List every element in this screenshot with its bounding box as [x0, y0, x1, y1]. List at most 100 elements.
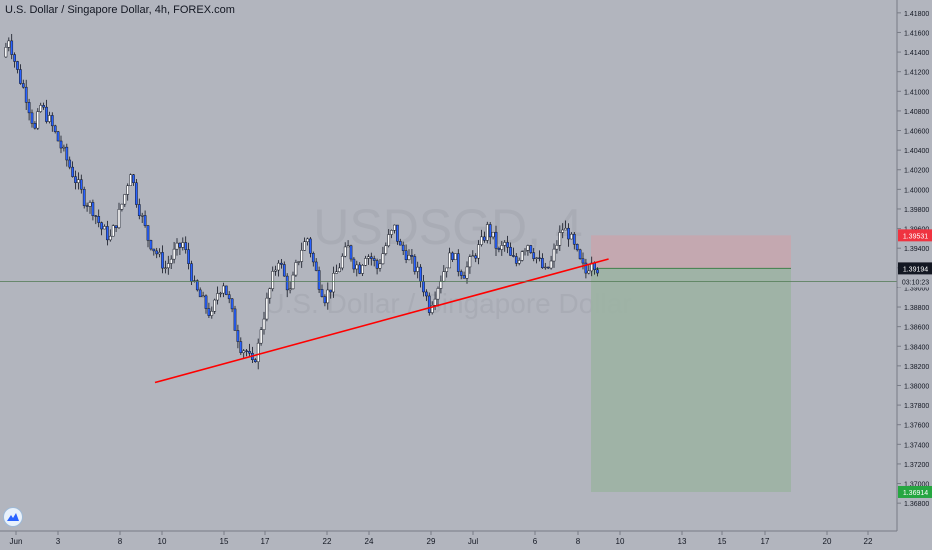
candle-down: [149, 240, 153, 250]
candle-up: [454, 253, 457, 260]
candle-down: [506, 242, 509, 248]
candle-up: [523, 250, 527, 252]
candle-down: [425, 291, 428, 297]
candle-up: [561, 229, 565, 233]
candle-down: [422, 280, 425, 293]
candle-up: [326, 289, 330, 304]
candle-up: [216, 293, 219, 301]
candle-up: [558, 232, 562, 246]
price-axis[interactable]: [897, 0, 932, 550]
y-tick-label: 1.37000: [904, 482, 929, 489]
watermark: USDSGD, 4U.S. Dollar / Singapore Dollar: [264, 199, 631, 319]
candle-up: [300, 250, 304, 262]
candle-down: [248, 351, 251, 354]
stop-loss-zone[interactable]: [591, 235, 791, 269]
candle-down: [198, 289, 202, 298]
trendline[interactable]: [154, 258, 609, 384]
stop-loss-label: 1.39531: [903, 233, 928, 240]
candle-up: [343, 246, 347, 257]
x-tick-label: 29: [427, 537, 436, 546]
candle-down: [50, 115, 54, 127]
candle-down: [230, 298, 234, 310]
candle-down: [65, 146, 69, 161]
candle-up: [355, 264, 359, 270]
candle-down: [59, 140, 63, 149]
candle-down: [42, 105, 45, 108]
candle-up: [268, 288, 272, 299]
candle-up: [262, 318, 266, 330]
current-price-label: 1.39194: [903, 266, 928, 273]
candle-up: [381, 253, 385, 265]
candle-up: [517, 260, 521, 264]
candle-down: [33, 123, 37, 129]
y-tick-label: 1.40400: [904, 148, 929, 155]
candle-down: [372, 258, 376, 261]
candle-up: [274, 269, 277, 272]
candle-down: [178, 242, 182, 248]
candle-up: [485, 224, 489, 241]
candle-down: [143, 215, 147, 226]
candle-down: [13, 54, 16, 62]
candle-up: [445, 267, 449, 272]
x-tick-label: 17: [261, 537, 270, 546]
candle-up: [346, 245, 350, 248]
candle-up: [288, 288, 292, 291]
candle-down: [146, 225, 150, 241]
candle-up: [117, 209, 121, 229]
candle-down: [323, 296, 327, 304]
x-tick-label: 20: [823, 537, 832, 546]
candle-up: [390, 230, 393, 235]
countdown-label-bg: [898, 275, 932, 288]
candle-down: [581, 258, 585, 264]
candle-up: [242, 350, 246, 353]
candle-up: [442, 271, 446, 282]
candle-down: [137, 204, 141, 216]
candle-down: [329, 289, 333, 293]
trendline-group[interactable]: [154, 258, 609, 384]
candle-up: [181, 242, 185, 248]
candle-up: [222, 285, 225, 294]
y-tick-label: 1.38800: [904, 305, 929, 312]
candle-down: [155, 250, 159, 255]
candle-up: [543, 266, 547, 269]
x-tick-label: 3: [56, 537, 61, 546]
candle-up: [503, 242, 507, 246]
candle-down: [53, 125, 57, 132]
time-axis[interactable]: [0, 531, 932, 550]
candle-down: [82, 188, 86, 206]
candle-up: [465, 266, 469, 279]
candle-up: [416, 266, 420, 272]
candle-up: [303, 241, 306, 251]
tradingview-logo[interactable]: [3, 507, 23, 527]
candle-up: [291, 274, 295, 290]
candle-down: [74, 176, 77, 183]
candle-down: [529, 245, 533, 253]
candle-up: [172, 248, 176, 260]
x-tick-label: 24: [365, 537, 374, 546]
countdown-label: 03:10:23: [902, 280, 929, 287]
candle-up: [549, 260, 553, 269]
candle-up: [7, 40, 11, 48]
y-tick-label: 1.41400: [904, 50, 929, 57]
candle-up: [169, 258, 173, 264]
take-profit-zone[interactable]: [591, 268, 791, 492]
candle-down: [132, 174, 135, 184]
candle-down: [572, 233, 576, 245]
risk-reward-zones[interactable]: [591, 235, 791, 492]
candle-down: [375, 260, 379, 269]
candle-up: [552, 248, 556, 262]
candle-up: [108, 235, 112, 241]
candle-down: [462, 275, 466, 279]
y-tick-label: 1.41200: [904, 70, 929, 77]
candle-up: [587, 270, 591, 274]
x-tick-label: 8: [118, 537, 123, 546]
candle-down: [204, 295, 208, 309]
candle-down: [106, 226, 109, 241]
candle-down: [419, 266, 422, 282]
candle-down: [532, 252, 536, 259]
x-tick-label: 22: [864, 537, 873, 546]
candle-down: [68, 159, 72, 168]
